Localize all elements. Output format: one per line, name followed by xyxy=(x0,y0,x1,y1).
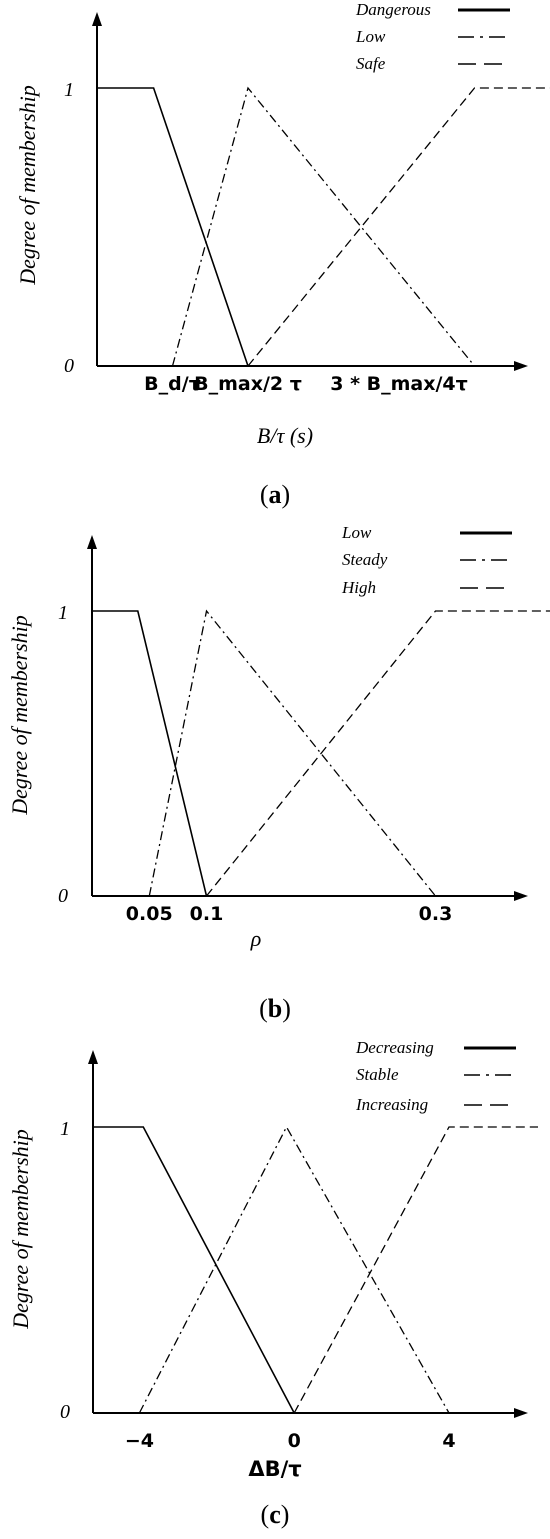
caption-open-paren: ( xyxy=(259,994,268,1023)
x-axis-arrow xyxy=(514,891,528,901)
y-tick-label-0: 0 xyxy=(58,885,68,907)
caption-open-paren: ( xyxy=(261,1500,270,1529)
x-axis-label: B/τ (s) xyxy=(257,423,313,448)
series-line-safe xyxy=(247,87,550,367)
legend-label-decreasing: Decreasing xyxy=(355,1038,434,1057)
x-tick-label: 3 * B_max/4τ xyxy=(330,373,468,395)
caption-close-paren: ) xyxy=(282,480,291,509)
panel-caption: (a) xyxy=(260,480,290,509)
caption-letter: b xyxy=(268,994,282,1023)
caption-letter: c xyxy=(269,1500,281,1529)
caption-letter: a xyxy=(269,480,282,509)
y-axis-label: Degree of membership xyxy=(8,1129,33,1330)
panel-caption: (c) xyxy=(261,1500,290,1529)
caption-close-paren: ) xyxy=(282,994,291,1023)
x-tick-label: 4 xyxy=(442,1430,455,1452)
y-tick-label-0: 0 xyxy=(60,1401,70,1423)
series-line-stable xyxy=(138,1125,450,1414)
series-line-dangerous xyxy=(97,87,249,367)
legend-label-increasing: Increasing xyxy=(355,1095,428,1114)
x-axis-label: ρ xyxy=(250,926,262,951)
x-axis-arrow xyxy=(514,361,528,371)
y-axis-arrow xyxy=(92,12,102,26)
y-axis-arrow xyxy=(87,535,97,549)
series-line-steady xyxy=(148,609,437,897)
x-axis-label: ΔB/τ xyxy=(248,1457,301,1481)
x-tick-label: B_max/2 τ xyxy=(194,373,302,395)
x-tick-label: 0 xyxy=(288,1430,301,1452)
legend-label-low: Low xyxy=(341,523,372,542)
series-line-increasing xyxy=(293,1126,538,1414)
series-line-decreasing xyxy=(93,1126,295,1414)
legend-label-low: Low xyxy=(355,27,386,46)
y-axis-arrow xyxy=(88,1050,98,1064)
y-axis-label: Degree of membership xyxy=(15,85,40,286)
x-axis-arrow xyxy=(514,1408,528,1418)
y-axis-label: Degree of membership xyxy=(7,615,32,816)
y-tick-label-0: 0 xyxy=(64,355,74,377)
x-tick-label: 0.1 xyxy=(190,903,224,925)
x-tick-label: 0.3 xyxy=(419,903,453,925)
legend-label-high: High xyxy=(341,578,376,597)
x-tick-label: 0.05 xyxy=(126,903,173,925)
x-tick-label: B_d/τ xyxy=(144,373,201,395)
series-line-low xyxy=(92,610,208,897)
caption-close-paren: ) xyxy=(281,1500,290,1529)
series-line-high xyxy=(205,610,550,897)
legend-label-dangerous: Dangerous xyxy=(355,0,431,19)
legend-label-steady: Steady xyxy=(342,550,388,569)
x-tick-label: −4 xyxy=(125,1430,154,1452)
panel-caption: (b) xyxy=(259,994,291,1023)
y-tick-label-1: 1 xyxy=(64,79,74,101)
legend-label-safe: Safe xyxy=(356,54,386,73)
legend-label-stable: Stable xyxy=(356,1065,399,1084)
series-line-low xyxy=(171,86,476,367)
caption-open-paren: ( xyxy=(260,480,269,509)
y-tick-label-1: 1 xyxy=(58,602,68,624)
y-tick-label-1: 1 xyxy=(60,1118,70,1140)
